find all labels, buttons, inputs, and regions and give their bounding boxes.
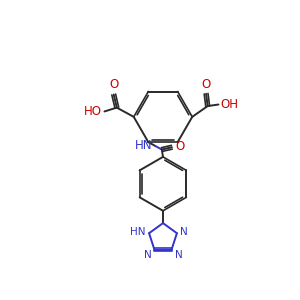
Text: O: O (202, 78, 211, 91)
Text: OH: OH (221, 98, 239, 111)
Text: O: O (175, 140, 184, 153)
Text: HN: HN (135, 140, 153, 152)
Text: O: O (109, 78, 118, 92)
Text: HO: HO (84, 105, 102, 118)
Text: N: N (180, 227, 188, 237)
Text: HN: HN (130, 227, 146, 237)
Text: N: N (144, 250, 151, 260)
Text: N: N (175, 250, 182, 260)
